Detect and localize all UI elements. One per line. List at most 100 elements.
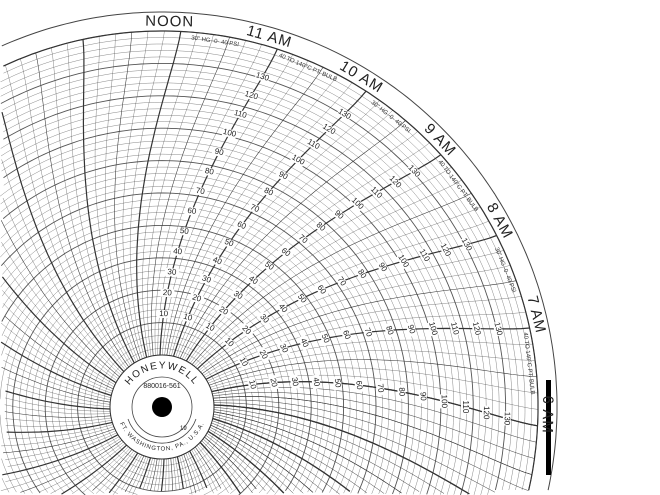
scale-label: 50 (223, 237, 235, 249)
time-line (179, 455, 187, 488)
scale-label-bg (220, 236, 237, 250)
value-circle (3, 166, 403, 495)
time-line (3, 428, 115, 454)
time-line (66, 43, 133, 365)
scale-label: 120 (244, 89, 260, 101)
value-circle (12, 257, 312, 494)
time-line (5, 436, 120, 482)
time-line (179, 120, 406, 359)
time-line (7, 432, 117, 467)
time-line (112, 453, 140, 495)
time-line (212, 420, 340, 495)
scale-label-bg (406, 163, 422, 180)
scale-label-bg (254, 71, 271, 83)
scale-label-bg (256, 310, 272, 327)
value-circle (0, 108, 461, 495)
value-circle (0, 147, 422, 495)
time-line (4, 404, 111, 415)
scale-label-bg (192, 186, 208, 197)
scale-label-bg (349, 195, 366, 212)
time-line (213, 396, 532, 475)
time-line (1, 242, 119, 379)
value-circle (0, 43, 526, 491)
scale-label-bg (238, 322, 254, 339)
scale-label-bg (201, 320, 219, 335)
time-line (191, 193, 472, 365)
hour-line (212, 417, 351, 492)
time-line (209, 427, 304, 494)
time-line (3, 263, 118, 381)
value-circle (0, 56, 513, 491)
scale-label-bg (305, 137, 322, 152)
value-circle (1, 179, 390, 494)
time-line (213, 413, 385, 494)
time-line (151, 37, 230, 356)
time-line (187, 452, 204, 490)
scale-label-bg (275, 300, 291, 317)
value-circle (90, 335, 234, 479)
time-label-6am: 6 AM (539, 395, 557, 434)
time-line (5, 417, 112, 422)
time-line (213, 409, 420, 492)
time-line (0, 322, 113, 392)
scale-label-bg (261, 258, 278, 274)
time-line (4, 397, 111, 412)
scale-label-bg (312, 219, 329, 235)
time-line (195, 220, 489, 368)
hour-line (160, 458, 165, 492)
hour-line (5, 390, 111, 410)
scale-label: 80 (397, 387, 407, 397)
time-line (193, 448, 218, 492)
time-line (200, 265, 511, 373)
time-line (168, 74, 338, 356)
scale-label-bg (387, 174, 403, 190)
scale-label-bg (492, 321, 504, 337)
time-line (175, 457, 180, 490)
scale-label-bg (256, 346, 271, 363)
time-line (201, 440, 245, 491)
time-line (2, 303, 115, 387)
value-circle (1, 238, 331, 493)
scale-label: 40 (212, 255, 224, 267)
scale-label-bg (179, 311, 196, 324)
time-line (184, 142, 430, 361)
time-line (205, 435, 266, 491)
hour-line (213, 404, 470, 495)
scale-label: 30 (167, 267, 177, 277)
scale-label: 70 (249, 202, 261, 214)
chart-grid (0, 30, 539, 495)
scale-label: 30 (290, 376, 301, 387)
time-line (82, 447, 131, 493)
scale-label: 30 (201, 273, 213, 285)
scale-label: 20 (191, 292, 203, 303)
scale-label: 70 (363, 326, 375, 338)
hour-line (6, 421, 113, 433)
scale-label-bg (221, 334, 237, 351)
time-line (157, 458, 162, 492)
scale-label-bg (334, 273, 349, 290)
scale-label-bg (332, 375, 343, 391)
value-circle (0, 192, 377, 494)
time-line (182, 131, 418, 360)
time-line (190, 179, 462, 364)
time-line (162, 54, 293, 356)
scale-label: 20 (268, 377, 279, 388)
hour-line (108, 452, 139, 494)
grid-edge (3, 30, 539, 491)
time-line (164, 458, 167, 492)
scale-label-bg (368, 184, 384, 201)
scale-label: 60 (354, 380, 364, 390)
time-line (172, 457, 177, 491)
time-line (51, 47, 131, 366)
scale-label-bg (221, 127, 238, 139)
value-circle (1, 224, 345, 493)
scale-label-bg (170, 247, 185, 257)
value-circle (1, 115, 454, 495)
time-line (20, 58, 128, 369)
time-line (96, 450, 134, 494)
time-line (181, 455, 193, 495)
time-line (114, 32, 141, 360)
scale-label: 50 (320, 332, 332, 344)
time-line (150, 458, 158, 491)
time-line (209, 359, 537, 386)
